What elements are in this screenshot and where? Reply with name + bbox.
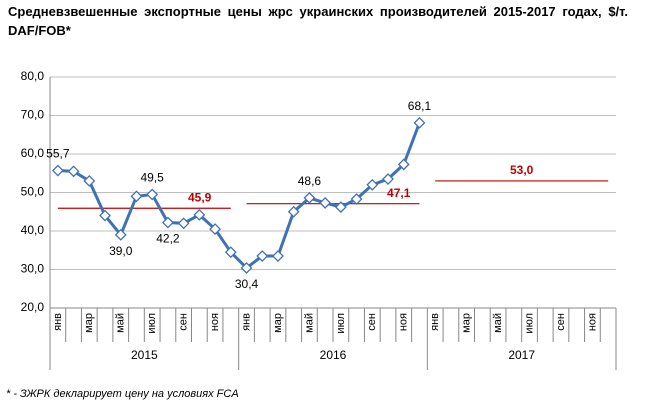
x-tick-label: сен bbox=[178, 313, 190, 331]
average-label: 45,9 bbox=[188, 190, 212, 204]
x-tick-label: янв bbox=[429, 313, 441, 331]
marker bbox=[193, 208, 206, 221]
y-tick-label: 40,0 bbox=[21, 223, 45, 237]
marker bbox=[224, 246, 237, 259]
data-label: 30,4 bbox=[235, 277, 259, 291]
y-tick-label: 60,0 bbox=[21, 146, 45, 160]
y-tick-label: 20,0 bbox=[21, 300, 45, 314]
x-tick-label: янв bbox=[52, 313, 64, 331]
x-tick-label: мар bbox=[461, 313, 473, 333]
x-tick-label: ноя bbox=[398, 313, 410, 331]
year-label: 2016 bbox=[320, 348, 347, 362]
x-tick-label: сен bbox=[366, 313, 378, 331]
x-tick-label: мар bbox=[272, 313, 284, 333]
marker bbox=[319, 196, 332, 209]
chart-title: Средневзвешенные экспортные цены жрс укр… bbox=[8, 4, 628, 38]
x-tick-label: мар bbox=[83, 313, 95, 333]
data-label: 49,5 bbox=[141, 171, 165, 185]
marker bbox=[83, 175, 96, 187]
x-tick-label: июл bbox=[335, 313, 347, 334]
data-label: 42,2 bbox=[156, 232, 180, 246]
marker bbox=[272, 250, 284, 262]
y-tick-label: 70,0 bbox=[21, 108, 45, 122]
marker bbox=[67, 165, 80, 178]
y-tick-label: 80,0 bbox=[21, 69, 45, 83]
marker bbox=[256, 250, 269, 262]
marker bbox=[413, 116, 426, 129]
x-tick-label: ноя bbox=[586, 313, 598, 331]
x-tick-label: июл bbox=[523, 313, 535, 334]
marker bbox=[303, 191, 316, 204]
marker bbox=[397, 158, 410, 171]
x-tick-label: май bbox=[492, 313, 504, 333]
marker bbox=[51, 164, 64, 177]
marker bbox=[146, 188, 159, 201]
marker bbox=[114, 228, 127, 241]
average-label: 47,1 bbox=[387, 186, 411, 200]
x-tick-label: июл bbox=[146, 313, 158, 334]
data-label: 68,1 bbox=[408, 99, 432, 113]
year-label: 2015 bbox=[131, 348, 158, 362]
data-label: 39,0 bbox=[109, 244, 133, 258]
y-tick-label: 50,0 bbox=[21, 185, 45, 199]
marker bbox=[287, 205, 300, 218]
marker bbox=[334, 201, 347, 214]
chart: 20,0 30,0 40,0 50,0 60,0 70,0 80,0 янв мар май июл… bbox=[21, 69, 617, 370]
marker bbox=[350, 193, 363, 205]
marker bbox=[130, 190, 143, 203]
x-tick-label: сен bbox=[555, 313, 567, 331]
x-tick-label: ноя bbox=[209, 313, 221, 331]
y-tick-label: 30,0 bbox=[21, 262, 45, 276]
marker bbox=[161, 216, 174, 229]
x-tick-label: май bbox=[303, 313, 315, 333]
data-label: 48,6 bbox=[298, 174, 322, 188]
x-tick-label: янв bbox=[240, 313, 252, 331]
x-tick-label: май bbox=[115, 313, 127, 333]
marker bbox=[240, 262, 253, 274]
marker bbox=[382, 173, 394, 185]
average-label: 53,0 bbox=[510, 163, 534, 177]
year-label: 2017 bbox=[508, 348, 535, 362]
marker bbox=[209, 223, 222, 235]
footnote: * - ЗЖРК декларирует цену на условиях FC… bbox=[6, 388, 239, 400]
data-label: 55,7 bbox=[46, 147, 70, 161]
marker bbox=[177, 217, 190, 230]
marker bbox=[99, 209, 111, 222]
marker bbox=[366, 178, 379, 191]
